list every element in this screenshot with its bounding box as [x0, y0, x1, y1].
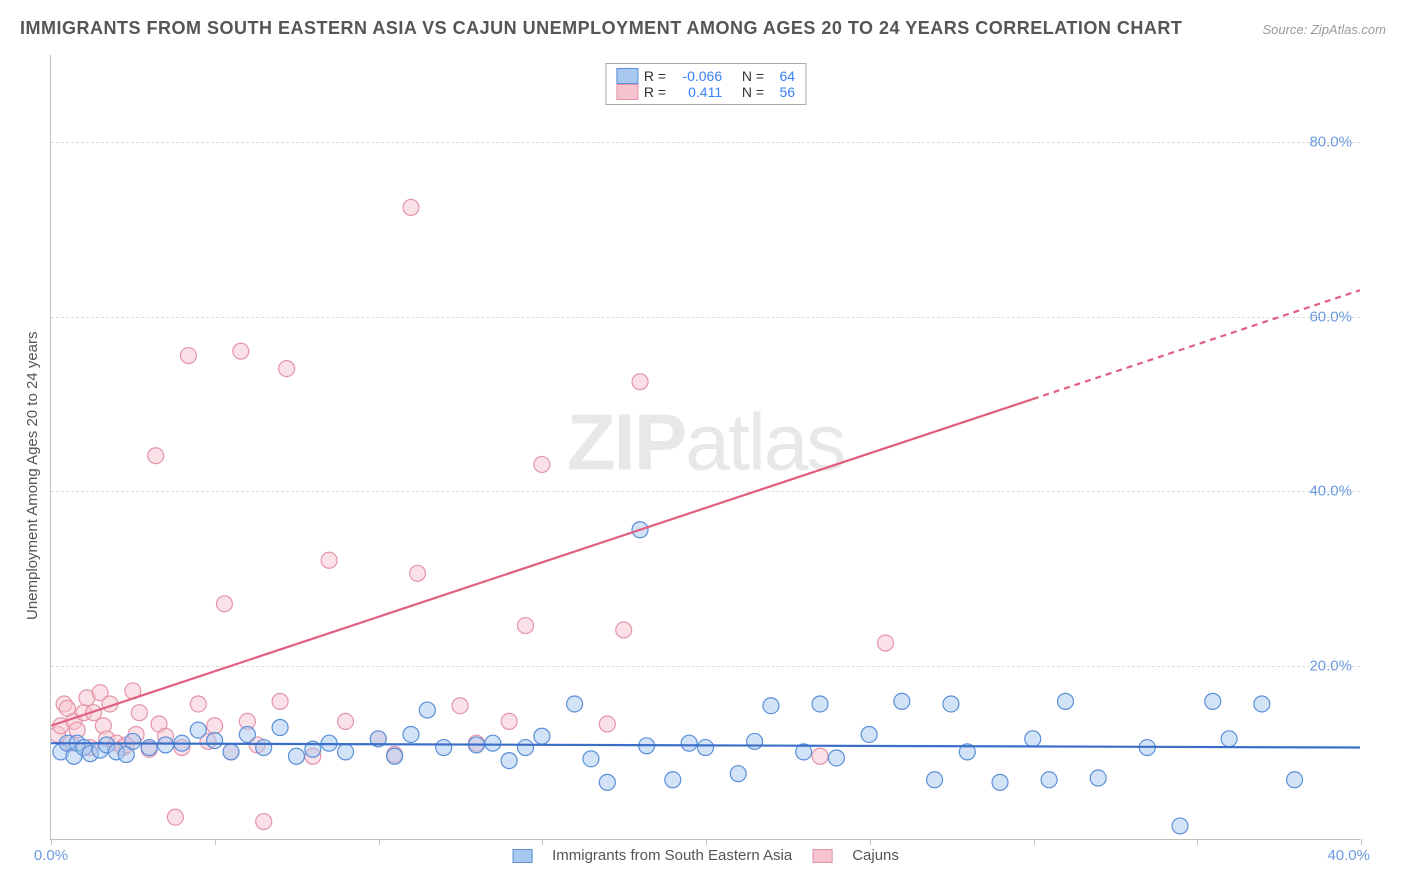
series-legend: Immigrants from South Eastern Asia Cajun… [512, 847, 899, 864]
source-attribution: Source: ZipAtlas.com [1262, 22, 1386, 37]
legend-bottom-swatch-blue [512, 849, 532, 863]
chart-title: IMMIGRANTS FROM SOUTH EASTERN ASIA VS CA… [20, 18, 1182, 39]
legend-n-label-blue: N = [742, 68, 764, 84]
x-tick [215, 839, 216, 845]
x-tick [51, 839, 52, 845]
legend-bottom-label-blue: Immigrants from South Eastern Asia [552, 847, 792, 864]
chart-plot-area: ZIPatlas R = -0.066 N = 64 R = 0.411 N =… [50, 55, 1360, 840]
correlation-legend: R = -0.066 N = 64 R = 0.411 N = 56 [605, 63, 806, 105]
x-tick [870, 839, 871, 845]
y-axis-label: Unemployment Among Ages 20 to 24 years [24, 331, 41, 620]
legend-n-value-blue: 64 [770, 68, 795, 84]
legend-swatch-pink [616, 84, 638, 100]
x-tick-label-min: 0.0% [34, 847, 68, 864]
legend-r-value-blue: -0.066 [672, 68, 722, 84]
x-tick-label-max: 40.0% [1327, 847, 1370, 864]
x-tick [542, 839, 543, 845]
legend-row-pink: R = 0.411 N = 56 [616, 84, 795, 100]
x-tick [1034, 839, 1035, 845]
legend-n-value-pink: 56 [770, 84, 795, 100]
legend-r-label-blue: R = [644, 68, 666, 84]
source-label: Source: [1262, 22, 1310, 37]
legend-row-blue: R = -0.066 N = 64 [616, 68, 795, 84]
x-tick [1361, 839, 1362, 845]
x-tick [379, 839, 380, 845]
legend-n-label-pink: N = [742, 84, 764, 100]
scatter-plot-svg [51, 55, 1360, 839]
legend-bottom-label-pink: Cajuns [852, 847, 899, 864]
x-tick [1197, 839, 1198, 845]
legend-r-value-pink: 0.411 [672, 84, 722, 100]
x-tick [706, 839, 707, 845]
legend-r-label-pink: R = [644, 84, 666, 100]
legend-swatch-blue [616, 68, 638, 84]
legend-bottom-swatch-pink [812, 849, 832, 863]
source-value: ZipAtlas.com [1311, 22, 1386, 37]
